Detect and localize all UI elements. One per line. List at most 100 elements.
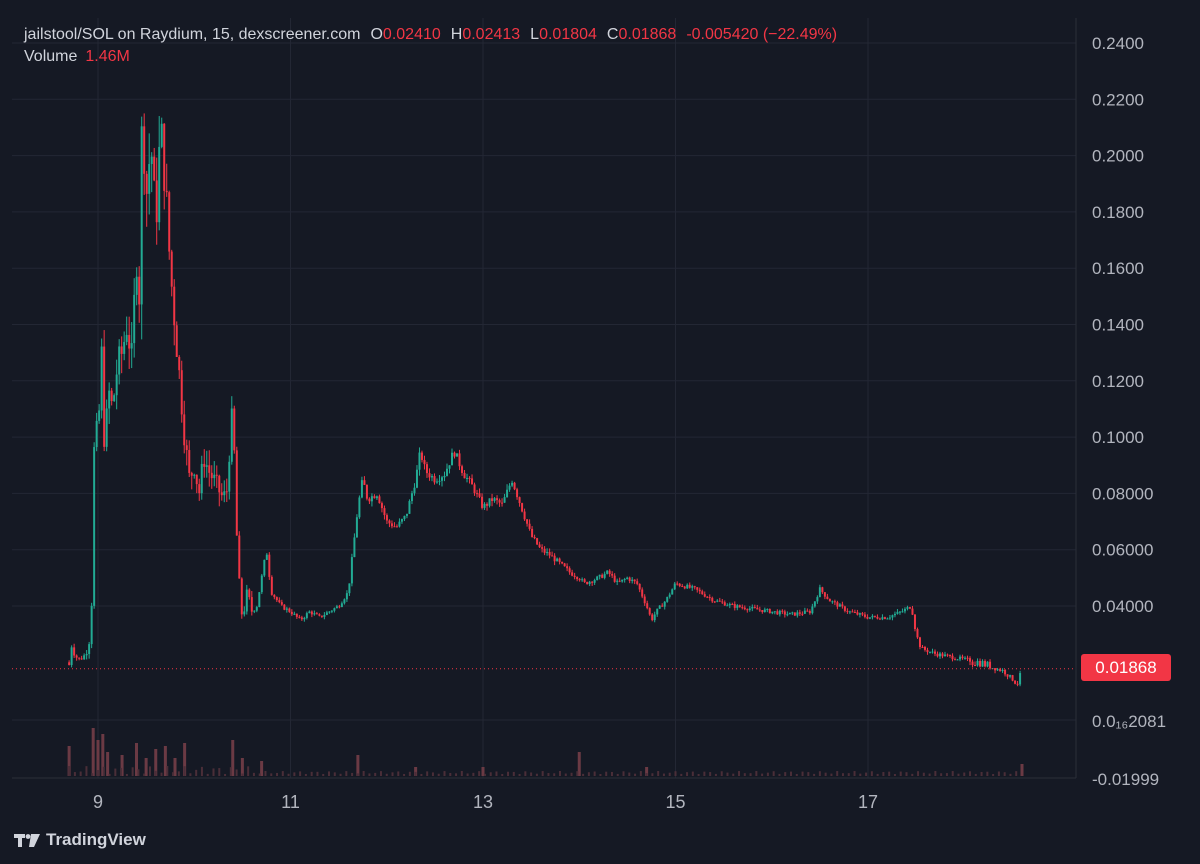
volume-bar <box>160 772 163 776</box>
y-axis-label: 0.1400 <box>1092 316 1144 335</box>
candle-body <box>621 579 624 582</box>
volume-bar <box>709 772 712 776</box>
volume-bar <box>310 771 313 776</box>
y-axis-label: 0.2400 <box>1092 34 1144 53</box>
volume-bar <box>986 771 989 776</box>
volume-bar <box>691 771 694 776</box>
candle-body <box>546 551 549 553</box>
candle-body <box>721 601 724 603</box>
candle-body <box>75 655 78 658</box>
volume-bar <box>593 771 596 776</box>
candle-body <box>90 605 93 645</box>
candle-body <box>533 537 536 539</box>
candle-body <box>821 587 824 593</box>
volume-bar <box>507 771 510 776</box>
y-axis-label: 0.2200 <box>1092 90 1144 109</box>
candle-body <box>658 605 661 609</box>
candle-body <box>588 581 591 585</box>
candle-body <box>881 617 884 620</box>
brand[interactable]: TradingView <box>14 830 146 850</box>
candle-body <box>631 579 634 581</box>
candle-body <box>120 346 123 354</box>
candle-body <box>501 502 504 504</box>
volume-bar <box>559 771 561 776</box>
candle-body <box>606 570 609 574</box>
candle-body <box>235 450 238 536</box>
volume-bar <box>980 771 983 776</box>
candle-body <box>158 146 161 223</box>
candle-body <box>969 658 972 662</box>
volume-bar <box>73 772 76 776</box>
candle-body <box>718 600 721 602</box>
candle-body <box>215 474 218 476</box>
candle-body <box>956 659 959 661</box>
candle-body <box>528 523 531 529</box>
candle-body <box>496 498 499 501</box>
candle-body <box>778 610 781 615</box>
candle-body <box>871 615 874 618</box>
y-axis-label: 0.0₁₆2081 <box>1092 712 1166 731</box>
volume-bar <box>934 771 937 776</box>
high-value: 0.02413 <box>462 26 521 43</box>
change-value: -0.005420 (−22.49%) <box>686 26 838 43</box>
candle-body <box>643 596 646 604</box>
volume-bar <box>686 772 689 776</box>
volume-bar <box>472 772 475 776</box>
candle-body <box>113 395 116 402</box>
low-value: 0.01804 <box>539 26 597 43</box>
volume-bar <box>108 773 111 776</box>
volume-bar <box>385 773 388 776</box>
y-axis-label: 0.08000 <box>1092 484 1153 503</box>
candle-body <box>751 606 754 609</box>
volume-bar <box>276 772 279 776</box>
candle-body <box>138 276 141 305</box>
candle-body <box>125 334 128 342</box>
volume-bar <box>749 773 752 776</box>
candle-body <box>673 583 676 590</box>
candle-body <box>553 555 556 562</box>
candle-body <box>938 653 941 657</box>
candle-body <box>210 472 213 479</box>
volume-bar <box>818 771 821 776</box>
candle-body <box>733 604 736 608</box>
candle-body <box>228 461 231 492</box>
candle-body <box>88 644 91 654</box>
candle-body <box>801 613 804 615</box>
candle-body <box>933 651 936 654</box>
candle-body <box>498 500 501 503</box>
candle-body <box>225 491 228 493</box>
candle-body <box>568 568 571 573</box>
candle-body <box>663 601 666 607</box>
candle-body <box>448 465 451 469</box>
candle-body <box>793 612 796 616</box>
candle-body <box>128 334 131 349</box>
volume-bar <box>726 772 729 776</box>
candle-body <box>856 612 859 615</box>
candle-body <box>435 481 438 483</box>
candle-body <box>626 577 629 580</box>
volume-bar <box>997 771 1000 776</box>
candle-body <box>506 489 509 498</box>
volume-bar <box>260 761 264 776</box>
volume-bar <box>172 772 175 776</box>
candle-body <box>863 614 866 617</box>
candle-body <box>726 605 729 607</box>
volume-bar <box>264 771 267 776</box>
volume-bar <box>553 773 556 776</box>
volume-bar <box>680 773 683 776</box>
candle-body <box>343 599 346 604</box>
volume-bar <box>67 746 71 776</box>
volume-bar <box>645 767 649 776</box>
candle-body <box>516 489 519 498</box>
candle-body <box>876 616 879 619</box>
candle-body <box>105 408 108 447</box>
volume-bar <box>166 766 169 776</box>
candle-body <box>613 575 616 582</box>
candle-body <box>403 515 406 520</box>
candle-body <box>310 611 313 615</box>
candle-body <box>628 577 631 581</box>
volume-bar <box>905 772 908 776</box>
candle-body <box>481 496 484 508</box>
candle-body <box>578 579 581 581</box>
